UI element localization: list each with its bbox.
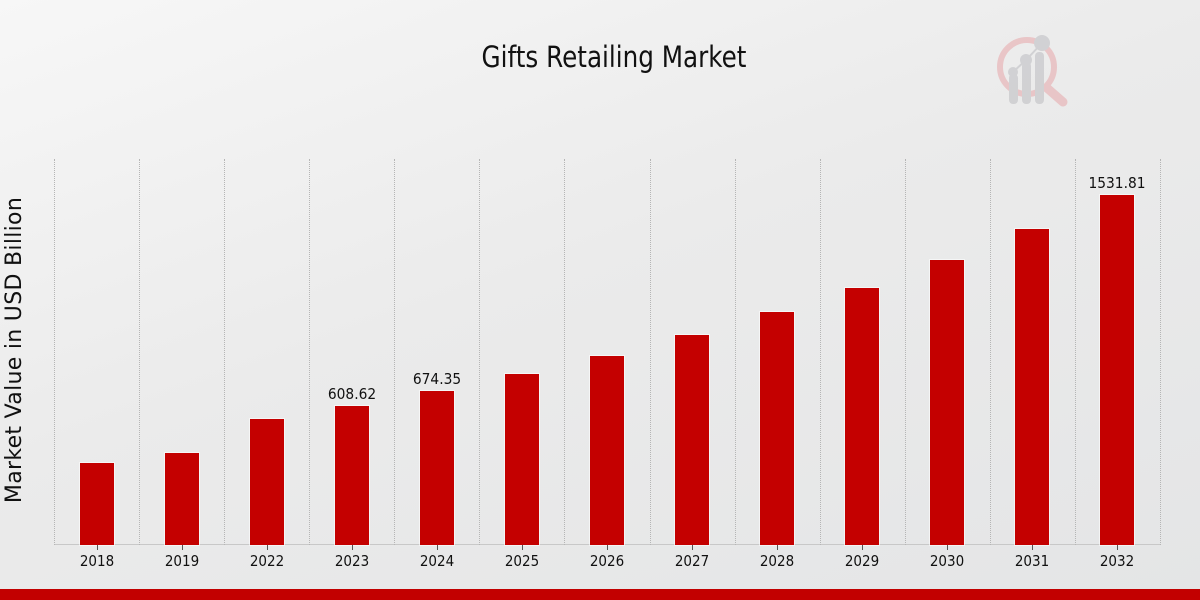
bar-2022	[249, 419, 284, 545]
x-tick-label: 2027	[674, 552, 710, 570]
gridline	[734, 159, 736, 545]
x-tick-label: 2026	[589, 552, 625, 570]
x-tick	[521, 545, 523, 550]
gridline	[819, 159, 821, 545]
gridline	[904, 159, 906, 545]
plot-area: 2018 2019 2022 608.62 2023 674.35 2024 2025 2026…	[54, 159, 1161, 570]
gridline	[564, 159, 566, 545]
gridline	[224, 159, 226, 545]
bar-2019	[164, 452, 199, 545]
gridline	[649, 159, 651, 545]
bar-2032	[1100, 195, 1135, 545]
gridline	[309, 159, 311, 545]
bar-2030	[930, 260, 965, 545]
bar-value-label: 1531.81	[1088, 174, 1146, 192]
x-tick-label: 2022	[249, 552, 284, 570]
x-tick-label: 2018	[79, 552, 114, 570]
x-tick-label: 2029	[845, 552, 880, 570]
bar-2025	[504, 374, 539, 545]
gridline	[1074, 159, 1076, 545]
gridline	[479, 159, 481, 545]
x-tick-label: 2023	[334, 552, 369, 570]
bar-value-label: 674.35	[412, 369, 461, 388]
x-tick	[692, 545, 694, 550]
bar-2018	[79, 462, 114, 545]
footer-bar	[0, 589, 1200, 600]
bar-2026	[590, 356, 624, 545]
bar-2023	[334, 405, 369, 545]
x-tick	[96, 545, 98, 550]
x-tick	[266, 545, 268, 550]
x-tick	[777, 545, 779, 550]
chart-title: Gifts Retailing Market	[481, 40, 747, 74]
x-tick-label: 2024	[419, 552, 455, 570]
x-tick	[1117, 545, 1119, 550]
x-tick	[436, 545, 438, 550]
brand-logo-icon	[997, 35, 1068, 107]
x-tick-label: 2028	[759, 552, 795, 570]
x-tick	[607, 545, 608, 550]
x-tick-label: 2025	[504, 552, 540, 570]
gridline	[54, 159, 55, 545]
bar-2029	[845, 287, 880, 545]
bar-value-label: 608.62	[327, 384, 376, 403]
x-tick	[947, 545, 949, 550]
gridline	[139, 159, 141, 545]
x-tick	[1032, 545, 1034, 550]
x-tick-label: 2030	[930, 552, 965, 570]
gridline	[394, 159, 396, 545]
x-tick	[181, 545, 183, 550]
x-tick-label: 2031	[1015, 552, 1050, 570]
x-tick-label: 2019	[164, 552, 199, 570]
gridline	[1160, 159, 1161, 545]
x-tick	[862, 545, 864, 550]
bar-2024	[419, 390, 454, 545]
bar-2028	[760, 311, 795, 545]
x-tick	[351, 545, 353, 550]
bar-2027	[675, 335, 710, 545]
gridline	[989, 159, 991, 545]
bar-2031	[1015, 229, 1050, 545]
x-tick-label: 2032	[1100, 552, 1135, 570]
y-axis-label: Market Value in USD Billion	[2, 196, 27, 504]
